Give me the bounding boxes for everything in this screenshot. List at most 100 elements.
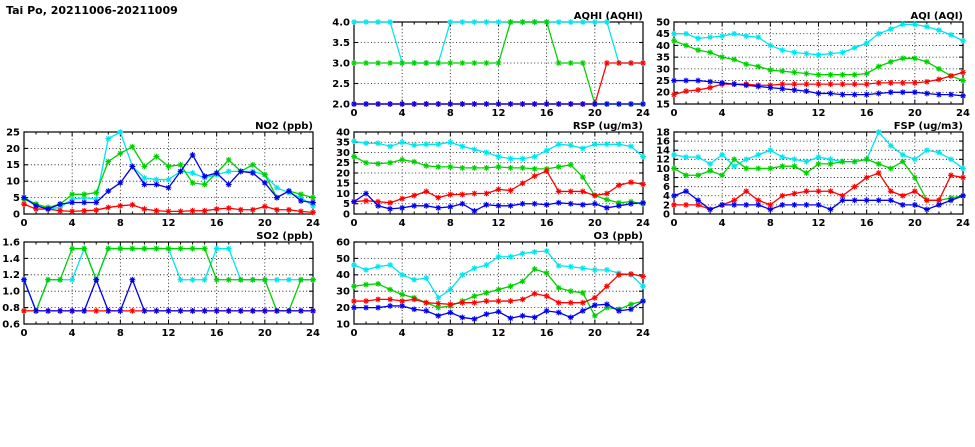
x-tick-label: 20 [908, 218, 922, 229]
y-tick-label: 16 [656, 137, 670, 148]
series-cyan [671, 129, 966, 172]
x-tick-label: 12 [492, 108, 506, 119]
x-tick-label: 4 [69, 218, 76, 229]
chart-panel-aqi: AQI (AQI) 15 20 25 30 35 40 45 50 0 4 8 12 16 20 24 [650, 8, 975, 120]
x-tick-label: 0 [671, 108, 678, 119]
y-tick-label: 10 [336, 189, 350, 200]
x-tick-label: 24 [956, 218, 970, 229]
series-red [351, 168, 646, 206]
x-tick-label: 24 [636, 108, 650, 119]
x-axis: 0 4 8 12 16 20 24 [671, 22, 970, 119]
y-tick-label: 5 [343, 199, 350, 210]
panel-title: FSP (ug/m3) [894, 121, 963, 132]
y-tick-label: 35 [336, 138, 350, 149]
series-blue [351, 190, 646, 214]
x-tick-label: 8 [767, 108, 774, 119]
y-tick-label: 40 [656, 41, 670, 52]
x-tick-label: 0 [21, 328, 28, 339]
x-tick-label: 20 [908, 108, 922, 119]
y-tick-label: 10 [336, 319, 350, 330]
y-tick-label: 18 [656, 127, 670, 138]
x-tick-label: 12 [492, 328, 506, 339]
grid-lines [24, 132, 313, 214]
y-tick-label: 15 [656, 99, 670, 110]
series-green [671, 37, 966, 84]
x-tick-label: 8 [447, 328, 454, 339]
x-tick-label: 20 [258, 328, 272, 339]
x-tick-label: 16 [540, 328, 554, 339]
panel-title: AQI (AQI) [910, 11, 963, 22]
series-blue [671, 188, 966, 213]
y-tick-label: 30 [336, 148, 350, 159]
series-cyan [351, 138, 646, 162]
x-tick-label: 20 [258, 218, 272, 229]
y-tick-label: 6 [663, 182, 670, 193]
x-tick-label: 24 [306, 328, 320, 339]
y-tick-label: 10 [6, 177, 20, 188]
x-tick-label: 16 [210, 328, 224, 339]
x-axis: 0 4 8 12 16 20 24 [671, 132, 970, 229]
y-tick-label: 1.0 [2, 287, 20, 298]
y-tick-label: 2.5 [332, 79, 350, 90]
x-tick-label: 24 [636, 218, 650, 229]
series-blue [351, 298, 646, 322]
y-tick-label: 2.0 [332, 99, 350, 110]
y-tick-label: 20 [336, 303, 350, 314]
y-tick-label: 4 [663, 191, 670, 202]
x-tick-label: 8 [447, 108, 454, 119]
series-blue [21, 276, 316, 314]
y-tick-label: 45 [656, 29, 670, 40]
x-tick-label: 4 [399, 328, 406, 339]
x-tick-label: 4 [399, 218, 406, 229]
x-axis: 0 4 8 12 16 20 24 [21, 132, 320, 229]
x-tick-label: 12 [812, 108, 826, 119]
x-tick-label: 0 [21, 218, 28, 229]
y-axis: 10 20 30 40 50 60 [336, 237, 643, 330]
y-tick-label: 50 [336, 254, 350, 265]
y-tick-label: 5 [13, 193, 20, 204]
x-tick-label: 12 [162, 218, 176, 229]
y-tick-label: 12 [656, 155, 670, 166]
y-tick-label: 1.6 [2, 237, 20, 248]
x-tick-label: 8 [117, 218, 124, 229]
x-tick-label: 24 [956, 108, 970, 119]
y-tick-label: 0 [13, 209, 20, 220]
y-tick-label: 20 [6, 144, 20, 155]
x-tick-label: 24 [636, 328, 650, 339]
x-tick-label: 16 [540, 218, 554, 229]
x-tick-label: 8 [767, 218, 774, 229]
y-tick-label: 0 [343, 209, 350, 220]
x-tick-label: 16 [540, 108, 554, 119]
x-axis: 0 4 8 12 16 20 24 [351, 242, 650, 339]
y-tick-label: 50 [656, 17, 670, 28]
x-tick-label: 8 [447, 218, 454, 229]
y-tick-label: 40 [336, 270, 350, 281]
y-tick-label: 30 [656, 64, 670, 75]
series-red [21, 201, 316, 216]
series-cyan [671, 21, 966, 58]
x-tick-label: 16 [860, 108, 874, 119]
series-cyan [351, 248, 646, 301]
y-tick-label: 30 [336, 287, 350, 298]
chart-panel-fsp: FSP (ug/m3) 0 2 4 6 8 10 12 14 16 18 0 4 8 12 16 20 24 [650, 118, 975, 230]
x-tick-label: 4 [719, 108, 726, 119]
y-axis: 0.6 0.8 1.0 1.2 1.4 1.6 [2, 237, 313, 330]
series-red [351, 271, 646, 308]
x-tick-label: 20 [588, 328, 602, 339]
y-tick-label: 3.0 [332, 58, 350, 69]
page-title: Tai Po, 20211006-20211009 [6, 4, 178, 17]
chart-panel-rsp: RSP (ug/m3) 0 5 10 15 20 25 30 35 40 0 4 8 12 16 20 24 [330, 118, 655, 230]
y-tick-label: 14 [656, 146, 670, 157]
x-tick-label: 0 [351, 218, 358, 229]
y-tick-label: 60 [336, 237, 350, 248]
y-tick-label: 4.0 [332, 17, 350, 28]
y-tick-label: 25 [656, 76, 670, 87]
y-tick-label: 25 [6, 127, 20, 138]
x-tick-label: 0 [351, 328, 358, 339]
x-tick-label: 4 [69, 328, 76, 339]
x-tick-label: 16 [210, 218, 224, 229]
y-tick-label: 3.5 [332, 38, 350, 49]
